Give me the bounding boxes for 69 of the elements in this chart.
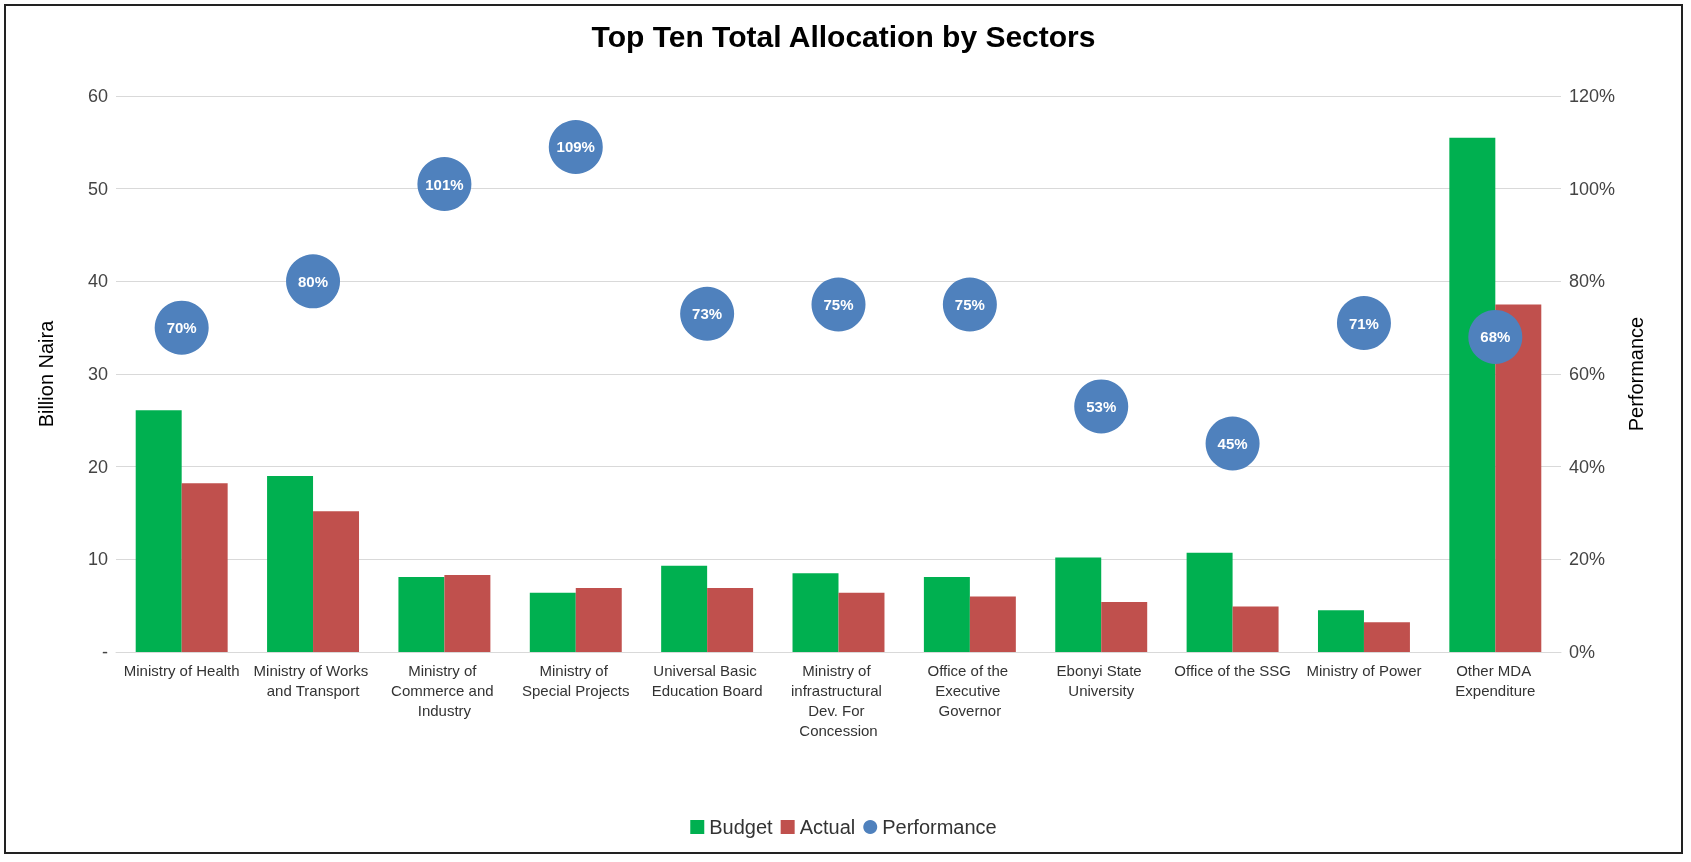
data-label: 75%	[823, 296, 854, 313]
point	[811, 277, 866, 332]
x-tick-label: Ministry of Works and Transport	[253, 661, 373, 699]
bar	[529, 592, 576, 652]
bar	[1317, 610, 1364, 652]
data-label: 53%	[1086, 397, 1117, 415]
data-label: 80%	[298, 272, 329, 290]
data-label: 68%	[1480, 328, 1511, 346]
bar	[1101, 601, 1148, 652]
y-axis-title: Billion Naira	[35, 319, 57, 428]
x-tick-label: Office of the Executive Governor	[927, 661, 1013, 719]
y2-tick-label: 40%	[1569, 456, 1606, 477]
x-tick-label: Universal Basic Education Board	[651, 661, 763, 699]
point	[286, 254, 341, 309]
x-tick-label: Ministry of Special Projects	[521, 661, 630, 699]
bar	[267, 475, 314, 652]
x-tick-label: Ministry of Commerce and Industry	[391, 661, 498, 719]
y2-axis-title: Performance	[1624, 316, 1647, 432]
data-label: 75%	[954, 296, 985, 313]
point	[1468, 309, 1523, 364]
x-tick-label: Ministry of infrastructural Dev. For Concession	[790, 661, 887, 739]
x-tick-label: Ministry of Health	[123, 661, 240, 679]
x-tick-label: Ebonyi State University	[1056, 661, 1146, 699]
point	[680, 286, 735, 341]
bar	[398, 576, 445, 652]
bar	[313, 511, 360, 652]
data-label: 71%	[1348, 314, 1379, 332]
y2-tick-label: 60%	[1569, 364, 1606, 384]
point	[1074, 379, 1129, 434]
bar	[661, 565, 708, 652]
data-label: 73%	[692, 305, 723, 323]
y2-tick-label: 0%	[1569, 642, 1596, 662]
bar	[1055, 557, 1102, 652]
data-label: 70%	[166, 319, 197, 337]
data-label: 101%	[425, 175, 464, 193]
bar	[707, 588, 754, 652]
y-tick-label: 50	[87, 178, 108, 199]
y-tick-label: 40	[87, 271, 108, 292]
bar	[838, 592, 885, 652]
y2-tick-label: 120%	[1569, 86, 1616, 106]
point	[154, 300, 209, 355]
x-tick-label: Office of the SSG	[1174, 661, 1291, 679]
data-label: 45%	[1217, 435, 1248, 452]
y2-tick-label: 20%	[1569, 549, 1606, 570]
legend-label: Budget	[709, 816, 774, 838]
bar	[181, 483, 228, 652]
bar	[444, 575, 491, 652]
y-tick-label: 30	[87, 364, 108, 384]
chart-title: Top Ten Total Allocation by Sectors	[591, 19, 1096, 53]
x-tick-label: Other MDA Expenditure	[1455, 661, 1536, 699]
y-tick-label: 10	[87, 549, 108, 570]
bar	[1232, 606, 1279, 652]
y2-tick-label: 80%	[1569, 271, 1606, 292]
data-label: 109%	[556, 138, 595, 156]
y-tick-label: 60	[87, 86, 108, 106]
bar	[792, 573, 839, 652]
bar	[969, 596, 1016, 652]
legend-label: Performance	[882, 816, 997, 838]
x-tick-label: Ministry of Power	[1306, 661, 1422, 679]
bar	[575, 588, 622, 652]
bar	[135, 410, 182, 652]
y2-tick-label: 100%	[1569, 178, 1616, 199]
legend-label: Actual	[799, 816, 856, 838]
y-tick-label: -	[102, 642, 108, 662]
point	[942, 277, 997, 332]
bar	[923, 576, 970, 652]
bar	[1186, 552, 1233, 652]
bar	[1363, 622, 1410, 652]
y-tick-label: 20	[87, 456, 108, 477]
